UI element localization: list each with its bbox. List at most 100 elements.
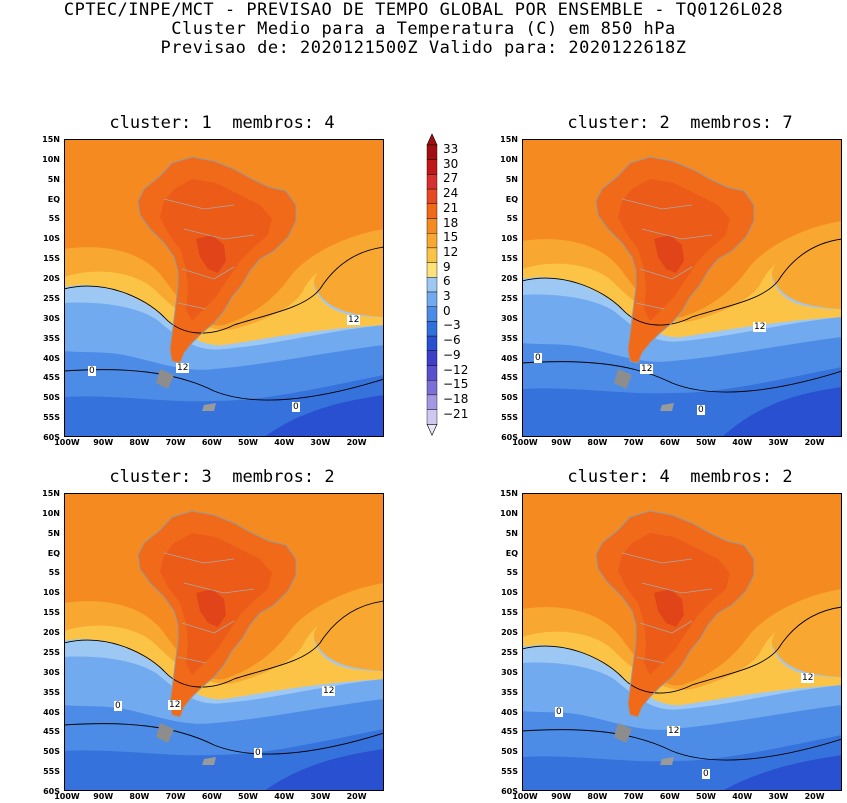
lon-label: 50W	[696, 438, 716, 447]
lat-label: 55S	[501, 767, 518, 777]
lat-label: 15N	[500, 489, 518, 498]
lat-label: 45S	[501, 373, 518, 383]
lat-label: 30S	[43, 313, 60, 323]
lon-label: 60W	[201, 792, 222, 801]
lat-label: 25S	[501, 647, 518, 657]
lat-label: 10S	[501, 234, 518, 244]
lat-label: 60S	[501, 433, 518, 442]
colorbar-swatch	[426, 174, 438, 190]
colorbar-label: 15	[443, 230, 459, 245]
colorbar-label: 24	[443, 186, 459, 201]
colorbar-swatch	[426, 203, 438, 219]
lon-label: 50W	[238, 792, 258, 801]
lon-label: 80W	[587, 792, 608, 801]
panel-4-title: cluster: 4 membros: 2	[567, 467, 793, 487]
contour-label: 0	[702, 769, 710, 779]
colorbar-swatch	[426, 335, 438, 352]
colorbar-swatch	[426, 321, 438, 337]
lon-label: 40W	[274, 438, 295, 447]
lon-label: 20W	[346, 438, 367, 447]
contour-label: 12	[640, 364, 654, 374]
colorbar-label: −6	[443, 333, 461, 348]
lon-label: 100W	[54, 438, 80, 447]
lon-label: 20W	[804, 438, 825, 447]
panel-3-frame	[64, 493, 384, 791]
lat-label: 5S	[48, 568, 60, 578]
lat-label: 35S	[43, 333, 60, 343]
lat-label: 55S	[501, 413, 518, 423]
lat-label: 15N	[42, 489, 60, 498]
colorbar-label: 33	[443, 142, 459, 156]
colorbar-swatch	[426, 306, 438, 322]
lat-label: 20S	[43, 628, 60, 638]
colorbar-swatch	[426, 277, 438, 293]
lon-label: 70W	[623, 792, 644, 801]
colorbar-swatch	[426, 380, 438, 396]
lon-label: 100W	[54, 792, 80, 801]
lon-label: 70W	[165, 438, 186, 447]
contour-label: 0	[534, 353, 542, 363]
panel-4-frame	[522, 493, 842, 791]
lat-label: 50S	[43, 747, 60, 757]
header-line-2: Cluster Medio para a Temperatura (C) em …	[171, 19, 676, 39]
colorbar-label: 6	[443, 274, 451, 289]
contour-label: 12	[176, 363, 190, 373]
contour-label: 12	[753, 322, 767, 332]
contour-label: 0	[697, 405, 705, 415]
lon-label: 80W	[587, 438, 608, 447]
panel-2-frame	[522, 139, 842, 437]
lon-label: 90W	[551, 438, 572, 447]
panel-4-map	[522, 493, 842, 791]
lat-label: 40S	[501, 353, 518, 363]
lon-label: 90W	[93, 792, 114, 801]
lon-label: 20W	[804, 792, 825, 801]
lat-label: 50S	[43, 393, 60, 403]
contour-label: 12	[801, 673, 815, 683]
colorbar-swatch	[426, 232, 438, 249]
colorbar-swatch	[426, 365, 438, 381]
lat-label: 15N	[42, 135, 60, 144]
colorbar-label: 27	[443, 171, 459, 186]
panel-1-map	[64, 139, 384, 437]
lat-label: 35S	[501, 333, 518, 343]
lat-label: 60S	[43, 433, 60, 442]
lat-label: 30S	[501, 667, 518, 677]
colorbar-swatch	[426, 144, 438, 160]
lon-label: 50W	[238, 438, 258, 447]
colorbar-label: 9	[443, 259, 451, 274]
lon-label: 40W	[732, 438, 753, 447]
lon-label: 60W	[659, 438, 680, 447]
colorbar-label: 12	[443, 244, 459, 259]
lon-label: 70W	[165, 792, 186, 801]
lat-label: 25S	[43, 647, 60, 657]
lat-label: 40S	[43, 707, 60, 717]
lat-label: 5S	[48, 214, 60, 224]
lon-label: 30W	[768, 792, 789, 801]
contour-label: 12	[347, 315, 361, 325]
contour-label: 12	[168, 700, 182, 710]
contour-label: 12	[322, 686, 336, 696]
lat-label: 35S	[43, 687, 60, 697]
header-line-1: CPTEC/INPE/MCT - PREVISAO DE TEMPO GLOBA…	[63, 0, 784, 20]
panel-2-title: cluster: 2 membros: 7	[567, 113, 793, 133]
lat-label: 45S	[43, 373, 60, 383]
lat-label: 10N	[500, 508, 518, 518]
lat-label: 55S	[43, 767, 60, 777]
lat-label: 55S	[43, 413, 60, 423]
panel-3-map	[64, 493, 384, 791]
lat-label: 10S	[43, 588, 60, 598]
lon-label: 70W	[623, 438, 644, 447]
colorbar-label: −15	[443, 377, 469, 392]
colorbar-label: 18	[443, 215, 459, 230]
lat-label: 60S	[501, 787, 518, 796]
colorbar-label: 21	[443, 200, 459, 215]
lon-label: 30W	[310, 792, 331, 801]
lat-label: 45S	[43, 727, 60, 737]
lat-label: 40S	[43, 353, 60, 363]
colorbar-swatch	[426, 394, 438, 410]
lat-label: 30S	[501, 313, 518, 323]
contour-label: 0	[555, 707, 563, 717]
lat-label: 5N	[47, 174, 60, 184]
lat-label: 20S	[501, 274, 518, 284]
lat-label: 10S	[501, 588, 518, 598]
